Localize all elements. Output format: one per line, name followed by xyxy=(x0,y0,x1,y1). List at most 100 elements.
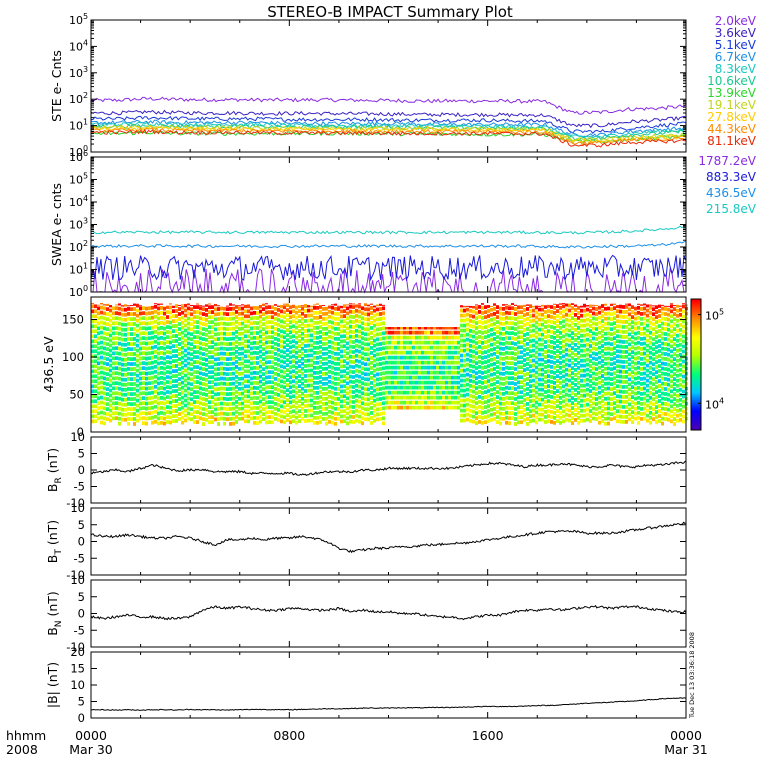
heatmap-cell xyxy=(226,407,229,411)
heatmap-cell xyxy=(172,334,175,338)
heatmap-cell xyxy=(106,322,109,326)
heatmap-cell xyxy=(265,351,268,355)
heatmap-cell xyxy=(640,372,643,376)
heatmap-cell xyxy=(607,362,610,366)
heatmap-cell xyxy=(358,385,361,389)
heatmap-cell xyxy=(313,356,316,360)
heatmap-cell xyxy=(289,370,292,374)
heatmap-cell xyxy=(169,346,172,350)
heatmap-cell xyxy=(229,303,232,306)
heatmap-cell xyxy=(412,346,415,350)
heatmap-cell xyxy=(244,394,247,398)
heatmap-cell xyxy=(304,419,307,423)
heatmap-cell xyxy=(565,358,568,362)
heatmap-cell xyxy=(592,312,595,316)
heatmap-cell xyxy=(520,315,523,319)
heatmap-cell xyxy=(577,336,580,340)
heatmap-cell xyxy=(667,343,670,347)
heatmap-cell xyxy=(604,367,607,371)
heatmap-cell xyxy=(487,409,490,413)
heatmap-cell xyxy=(259,350,262,354)
heatmap-cell xyxy=(154,395,157,399)
heatmap-cell xyxy=(286,353,289,357)
heatmap-cell xyxy=(115,376,118,380)
heatmap-cell xyxy=(490,418,493,422)
heatmap-cell xyxy=(475,316,478,320)
heatmap-cell xyxy=(250,402,253,406)
heatmap-cell xyxy=(100,341,103,345)
heatmap-cell xyxy=(628,327,631,331)
heatmap-cell xyxy=(568,414,571,418)
heatmap-cell xyxy=(178,327,181,331)
heatmap-cell xyxy=(556,409,559,413)
heatmap-cell xyxy=(97,371,100,375)
heatmap-cell xyxy=(142,376,145,380)
heatmap-cell xyxy=(166,365,169,369)
heatmap-cell xyxy=(157,387,160,391)
heatmap-cell xyxy=(184,334,187,338)
heatmap-cell xyxy=(499,392,502,396)
heatmap-cell xyxy=(157,352,160,356)
heatmap-cell xyxy=(322,327,325,331)
heatmap-cell xyxy=(559,361,562,365)
heatmap-cell xyxy=(337,397,340,401)
heatmap-cell xyxy=(157,412,160,416)
heatmap-cell xyxy=(157,377,160,381)
heatmap-cell xyxy=(181,311,184,315)
heatmap-cell xyxy=(148,361,151,365)
heatmap-cell xyxy=(451,406,454,410)
heatmap-cell xyxy=(115,316,118,320)
heatmap-cell xyxy=(463,389,466,393)
heatmap-cell xyxy=(280,325,283,329)
heatmap-cell xyxy=(301,382,304,386)
heatmap-cell xyxy=(559,391,562,395)
heatmap-cell xyxy=(682,360,685,364)
heatmap-cell xyxy=(640,407,643,411)
heatmap-cell xyxy=(637,306,640,310)
heatmap-cell xyxy=(658,369,661,373)
heatmap-cell xyxy=(271,320,274,324)
heatmap-cell xyxy=(637,341,640,345)
heatmap-cell xyxy=(127,387,130,391)
heatmap-cell xyxy=(214,343,217,347)
heatmap-cell xyxy=(604,412,607,416)
heatmap-cell xyxy=(292,399,295,403)
heatmap-cell xyxy=(157,307,160,311)
heatmap-cell xyxy=(493,402,496,406)
heatmap-cell xyxy=(394,336,397,340)
heatmap-cell xyxy=(538,408,541,412)
heatmap-cell xyxy=(130,392,133,396)
heatmap-cell xyxy=(355,399,358,403)
heatmap-cell xyxy=(616,369,619,373)
heatmap-cell xyxy=(247,314,250,318)
heatmap-cell xyxy=(547,305,550,308)
heatmap-cell xyxy=(625,405,628,409)
heatmap-cell xyxy=(460,359,463,363)
heatmap-cell xyxy=(223,412,226,416)
heatmap-cell xyxy=(121,343,124,347)
heatmap-cell xyxy=(103,397,106,401)
heatmap-cell xyxy=(217,372,220,376)
heatmap-cell xyxy=(676,344,679,348)
heatmap-cell xyxy=(262,377,265,381)
heatmap-cell xyxy=(208,420,211,424)
heatmap-cell xyxy=(640,397,643,401)
heatmap-cell xyxy=(619,370,622,374)
heatmap-cell xyxy=(133,307,136,311)
heatmap-cell xyxy=(622,340,625,344)
heatmap-cell xyxy=(523,403,526,407)
heatmap-cell xyxy=(358,370,361,374)
heatmap-cell xyxy=(184,394,187,398)
heatmap-cell xyxy=(475,391,478,395)
heatmap-cell xyxy=(427,331,430,335)
heatmap-cell xyxy=(112,316,115,320)
heatmap-cell xyxy=(112,381,115,385)
heatmap-cell xyxy=(367,305,370,307)
heatmap-cell xyxy=(454,381,457,385)
heatmap-cell xyxy=(193,345,196,349)
heatmap-cell xyxy=(232,367,235,371)
heatmap-cell xyxy=(460,374,463,378)
heatmap-cell xyxy=(127,402,130,406)
heatmap-cell xyxy=(466,383,469,387)
heatmap-cell xyxy=(148,401,151,405)
